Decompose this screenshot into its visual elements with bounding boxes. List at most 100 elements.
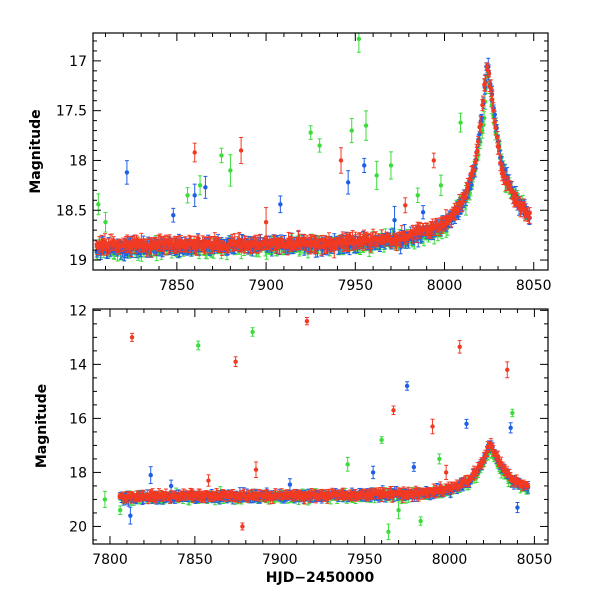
- y-tick-label: 17: [69, 54, 87, 70]
- data-point-red-outlier: [338, 147, 344, 174]
- data-point-blue-outlier: [464, 418, 469, 429]
- data-point-green-outlier: [317, 138, 322, 153]
- data-point-green-outlier: [437, 453, 442, 465]
- data-point-red: [493, 120, 498, 136]
- x-tick-label: 7850: [177, 552, 213, 568]
- y-tick-label: 14: [69, 357, 87, 373]
- data-point-red: [375, 233, 380, 248]
- data-point-red-outlier: [443, 464, 449, 481]
- data-point-red: [478, 116, 483, 134]
- data-point-green-outlier: [374, 160, 379, 190]
- data-point-blue-outlier: [287, 478, 293, 491]
- x-tick: 8000: [427, 33, 463, 294]
- data-point-red-outlier: [263, 207, 269, 238]
- x-tick-label: 7900: [248, 278, 284, 294]
- data-point-red: [308, 235, 314, 254]
- data-point-blue-outlier: [411, 462, 417, 472]
- top-panel: 7850 7900 7950 8000 8050 17 17.5 18 18.5 19 Magni…: [28, 32, 552, 294]
- y-tick-label: 12: [69, 303, 87, 319]
- data-point-red: [216, 493, 222, 501]
- data-point-green-outlier: [349, 118, 354, 144]
- data-point-blue-outlier: [392, 205, 397, 235]
- y-tick: 16: [69, 411, 548, 427]
- y-tick-label: 18: [69, 153, 87, 169]
- data-point-green-outlier: [102, 490, 108, 508]
- data-point-green-outlier: [197, 175, 203, 196]
- data-point-blue-outlier: [515, 501, 520, 514]
- data-point-blue-outlier: [508, 422, 513, 434]
- data-point-green-outlier: [510, 408, 515, 418]
- x-tick-label: 7950: [347, 552, 383, 568]
- data-point-blue-outlier: [192, 183, 197, 207]
- data-point-red-outlier: [206, 474, 211, 487]
- data-point-green-outlier: [379, 436, 384, 444]
- data-point-blue-outlier: [148, 466, 153, 485]
- data-point-red: [167, 234, 172, 249]
- data-point-blue-outlier: [128, 506, 133, 525]
- y-tick: 12: [69, 303, 548, 319]
- data-point-green-outlier: [196, 340, 201, 351]
- x-tick: 8050: [517, 309, 553, 568]
- data-point-red-outlier: [457, 340, 462, 354]
- y-tick: 14: [69, 357, 548, 373]
- x-tick-label: 8000: [427, 278, 463, 294]
- data-point-red-outlier: [391, 405, 396, 416]
- data-point-blue-outlier: [168, 479, 174, 493]
- y-tick: 18: [69, 465, 548, 481]
- data-point-red: [527, 207, 532, 220]
- x-tick-label: 8050: [516, 278, 552, 294]
- data-point-red-outlier: [233, 356, 238, 368]
- y-tick-label: 16: [69, 411, 87, 427]
- data-point-green-outlier: [415, 187, 420, 204]
- data-point-green-outlier: [458, 112, 463, 133]
- x-tick: 7850: [177, 309, 213, 568]
- top-panel-y-axis-title: Magnitude: [28, 109, 44, 193]
- x-tick: 7950: [347, 309, 383, 568]
- y-tick: 20: [69, 519, 548, 535]
- data-point-blue-outlier: [362, 157, 367, 173]
- bottom-panel-data-points: [102, 316, 531, 541]
- x-tick-label: 7950: [337, 278, 373, 294]
- data-point-green-outlier: [363, 110, 369, 141]
- x-axis-title: HJD−2450000: [266, 570, 375, 586]
- data-point-red-outlier: [240, 522, 245, 531]
- y-tick: 17: [69, 54, 548, 70]
- data-point-green-outlier: [345, 456, 350, 472]
- y-tick-label: 20: [69, 519, 87, 535]
- x-tick-label: 7900: [262, 552, 298, 568]
- y-tick: 18: [69, 153, 548, 169]
- x-tick: 7800: [92, 309, 128, 568]
- bottom-panel: 7800 7850 7900 7950 8000 8050 12 14 16 18 20 Magni…: [34, 303, 552, 586]
- y-tick-label: 18: [69, 465, 87, 481]
- data-point-red: [480, 95, 486, 107]
- top-panel-axis-ticks: 7850 7900 7950 8000 8050 17 17.5 18 18.5 19: [56, 33, 552, 294]
- data-point-red-outlier: [325, 495, 330, 504]
- x-tick-label: 8050: [517, 552, 553, 568]
- data-point-red: [238, 241, 243, 253]
- data-point-red-outlier: [238, 136, 244, 165]
- data-point-green-outlier: [228, 154, 233, 187]
- x-tick: 7900: [262, 309, 298, 568]
- data-point-green-outlier: [396, 501, 401, 520]
- x-tick: 7900: [248, 33, 284, 294]
- data-point-green-outlier: [103, 211, 108, 233]
- data-point-green-outlier: [117, 505, 123, 515]
- data-point-blue-outlier: [404, 381, 410, 391]
- data-point-green-outlier: [250, 327, 255, 337]
- data-point-blue-outlier: [345, 170, 351, 195]
- x-tick: 7850: [159, 33, 195, 294]
- data-point-green-outlier: [438, 174, 444, 197]
- data-point-red: [475, 136, 481, 147]
- data-point-blue-outlier: [420, 205, 426, 220]
- data-point-green-outlier: [308, 125, 313, 140]
- data-point-red: [435, 486, 441, 498]
- data-point-green-outlier: [388, 151, 394, 180]
- y-tick: 17.5: [56, 104, 548, 120]
- data-point-red-outlier: [304, 316, 310, 326]
- bottom-panel-frame: [92, 308, 549, 545]
- x-tick: 8050: [516, 33, 552, 294]
- bottom-panel-axis-ticks: 7800 7850 7900 7950 8000 8050 12 14 16 18 20: [69, 303, 552, 568]
- data-point-red-outlier: [505, 361, 510, 379]
- data-point-red-outlier: [430, 418, 435, 435]
- x-tick-label: 8000: [432, 552, 468, 568]
